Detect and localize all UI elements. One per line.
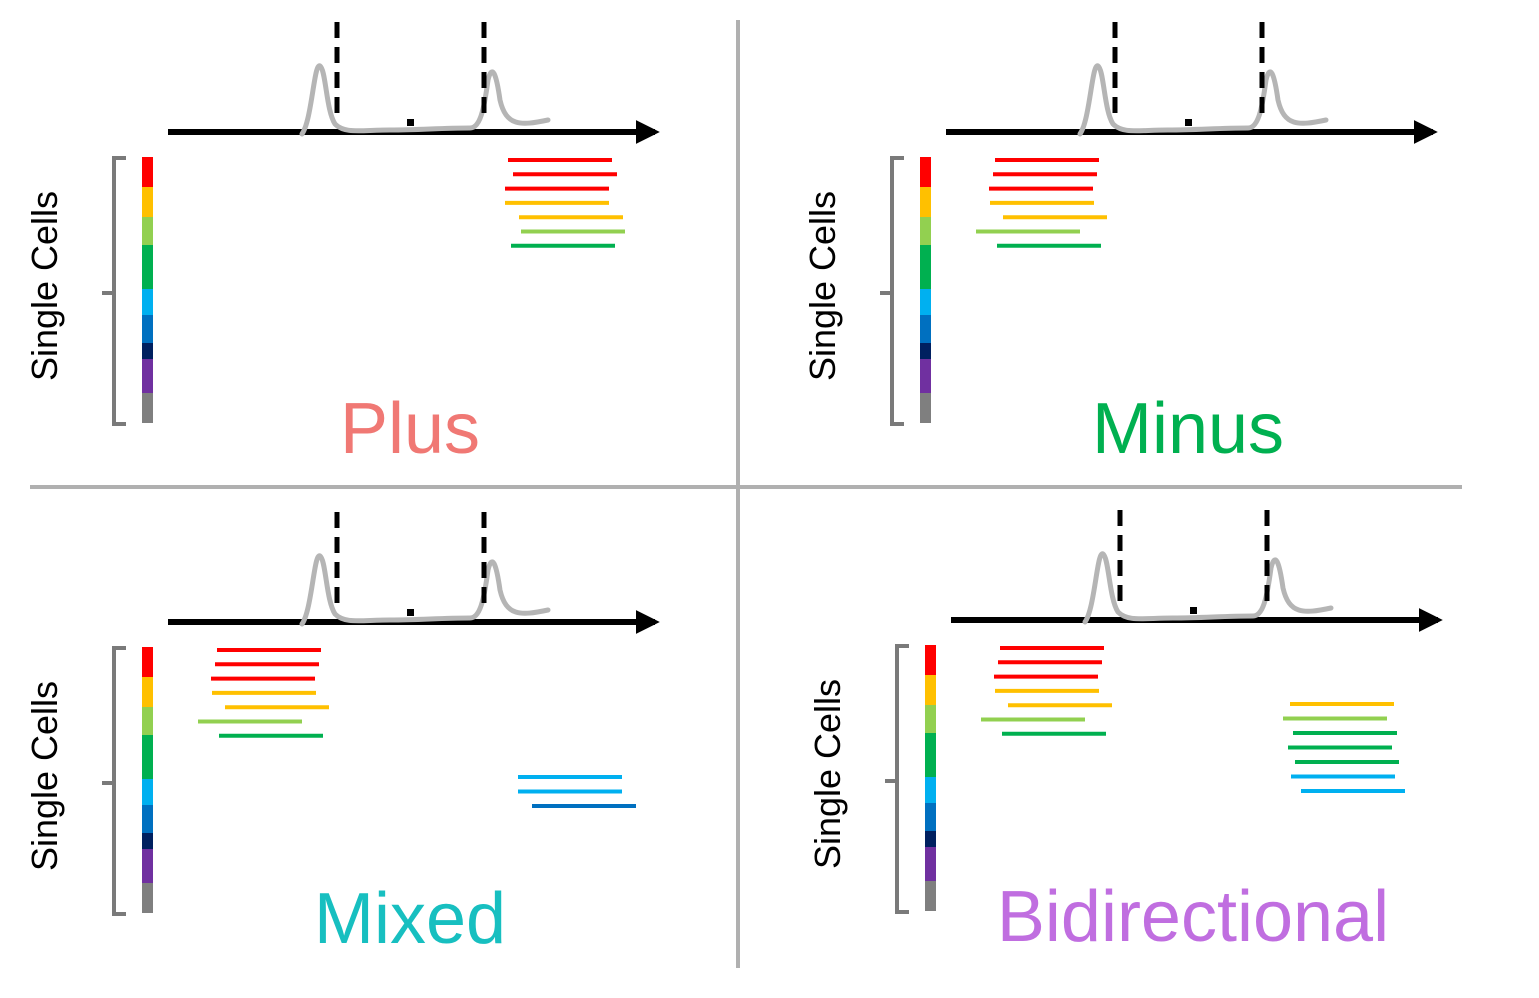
cell-colorbar <box>925 645 936 911</box>
signal-trace <box>299 553 551 627</box>
colorbar-segment <box>920 343 931 359</box>
colorbar-segment <box>925 803 936 831</box>
colorbar-segment <box>925 777 936 803</box>
colorbar-segment <box>142 315 153 343</box>
colorbar-segment <box>920 217 931 245</box>
colorbar-segment <box>142 157 153 187</box>
center-dot <box>407 609 414 616</box>
colorbar-segment <box>925 881 936 911</box>
cell-colorbar <box>142 647 153 913</box>
colorbar-segment <box>920 245 931 289</box>
colorbar-segment <box>920 393 931 423</box>
panel-plus: Single Cells Plus <box>24 22 660 469</box>
colorbar-segment <box>920 359 931 393</box>
panel-minus: Single Cells Minus <box>802 22 1438 469</box>
colorbar-segment <box>142 849 153 883</box>
colorbar-segment <box>142 217 153 245</box>
center-dot <box>407 119 414 126</box>
colorbar-segment <box>142 359 153 393</box>
colorbar-segment <box>920 289 931 315</box>
colorbar-segment <box>925 645 936 675</box>
center-dot <box>1190 607 1197 614</box>
colorbar-segment <box>920 187 931 217</box>
cell-bars-left <box>976 158 1107 248</box>
colorbar-segment <box>925 831 936 847</box>
cell-colorbar <box>920 157 931 423</box>
panel-title: Bidirectional <box>997 877 1389 957</box>
cell-bars-left <box>198 648 329 738</box>
single-cells-label: Single Cells <box>24 681 65 871</box>
panel-title: Minus <box>1092 389 1284 469</box>
colorbar-segment <box>142 647 153 677</box>
cell-bars-right <box>1283 702 1405 793</box>
cell-bars-left <box>981 646 1112 736</box>
colorbar-segment <box>142 707 153 735</box>
colorbar-segment <box>142 735 153 779</box>
signal-trace <box>299 63 551 137</box>
colorbar-segment <box>142 245 153 289</box>
signal-trace <box>1077 63 1329 137</box>
colorbar-segment <box>925 847 936 881</box>
colorbar-segment <box>920 157 931 187</box>
cell-bracket <box>102 156 126 426</box>
colorbar-segment <box>920 315 931 343</box>
cell-bars-right <box>518 775 636 808</box>
colorbar-segment <box>142 343 153 359</box>
colorbar-segment <box>142 883 153 913</box>
panel-bidirectional: Single Cells Bidirectional <box>807 510 1443 957</box>
cell-colorbar <box>142 157 153 423</box>
signal-trace <box>1082 551 1334 625</box>
colorbar-segment <box>142 805 153 833</box>
colorbar-segment <box>142 779 153 805</box>
colorbar-segment <box>142 289 153 315</box>
colorbar-segment <box>142 677 153 707</box>
colorbar-segment <box>925 675 936 705</box>
colorbar-segment <box>925 733 936 777</box>
cell-bracket <box>102 646 126 916</box>
colorbar-segment <box>142 393 153 423</box>
panel-mixed: Single Cells Mixed <box>24 512 660 959</box>
colorbar-segment <box>925 705 936 733</box>
single-cells-label: Single Cells <box>807 679 848 869</box>
cell-bracket <box>880 156 904 426</box>
single-cells-label: Single Cells <box>24 191 65 381</box>
panel-title: Plus <box>340 389 480 469</box>
single-cells-label: Single Cells <box>802 191 843 381</box>
colorbar-segment <box>142 187 153 217</box>
cell-bars-right <box>505 158 625 248</box>
center-dot <box>1185 119 1192 126</box>
colorbar-segment <box>142 833 153 849</box>
cell-bracket <box>885 644 909 914</box>
panel-title: Mixed <box>314 879 506 959</box>
